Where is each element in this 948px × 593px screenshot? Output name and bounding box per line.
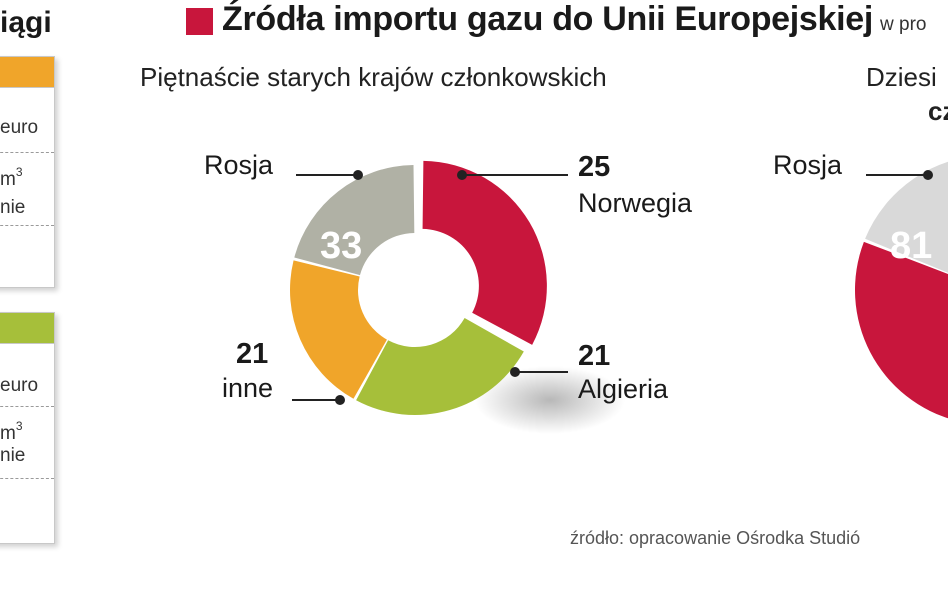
left-panel-bottom-row3: nie <box>0 445 26 466</box>
slice-label-rosja: Rosja <box>204 150 274 180</box>
donut-slice-inne <box>294 165 415 276</box>
left-panel-title: iągi <box>0 6 52 39</box>
chart1-subtitle: Piętnaście starych krajów członkowskich <box>140 62 607 92</box>
donut-slice-algieria <box>290 260 387 399</box>
donut-chart-1 <box>290 160 547 415</box>
slice-value-norwegia: 25 <box>578 151 611 183</box>
slice-value-algieria: 21 <box>578 340 611 372</box>
title-marker <box>186 8 213 35</box>
leader-dot <box>457 170 467 180</box>
left-panel-top: euro m3 nie <box>0 56 55 288</box>
leader-lines <box>292 170 933 405</box>
left-panel-top-row1: euro <box>0 117 39 138</box>
divider <box>0 152 54 153</box>
donut-slice-rosja <box>855 241 948 419</box>
slice-label-norwegia: Norwegia <box>578 188 693 218</box>
slice-value-rosja: 33 <box>320 225 363 267</box>
unit-label: w pro <box>880 14 927 35</box>
slice-label-algieria: Algieria <box>578 374 669 404</box>
chart2-subtitle-line1: Dziesi <box>866 62 937 92</box>
chart2-value-rosja: 81 <box>890 225 933 267</box>
left-panel-bottom: euro m3 nie <box>0 312 55 544</box>
divider <box>0 406 54 407</box>
chart2-label-rosja: Rosja <box>773 150 843 180</box>
leader-dot <box>923 170 933 180</box>
donut-slice-remainder <box>865 161 948 273</box>
donut-slice-rosja <box>422 160 547 345</box>
slice-value-inne: 21 <box>236 338 269 370</box>
donut-chart-2 <box>855 161 948 419</box>
leader-dot <box>510 367 520 377</box>
divider <box>0 225 54 226</box>
chart2-subtitle-line2: cz <box>928 96 948 126</box>
leader-dot <box>353 170 363 180</box>
left-panel-top-band <box>0 57 54 88</box>
left-panel-top-row2: m3 <box>0 165 23 190</box>
divider <box>0 478 54 479</box>
donut-slice-norwegia <box>356 318 524 415</box>
slice-label-inne: inne <box>222 373 274 403</box>
left-panel-bottom-band <box>0 313 54 344</box>
left-panel-bottom-row2: m3 <box>0 419 23 444</box>
leader-dot <box>335 395 345 405</box>
left-panel-top-row3: nie <box>0 197 26 218</box>
left-panel-bottom-row1: euro <box>0 375 39 396</box>
chart-title: Źródła importu gazu do Unii Europejskiej <box>222 0 874 38</box>
source-note: źródło: opracowanie Ośrodka Studió <box>570 528 861 548</box>
donut-shadow <box>475 366 625 434</box>
